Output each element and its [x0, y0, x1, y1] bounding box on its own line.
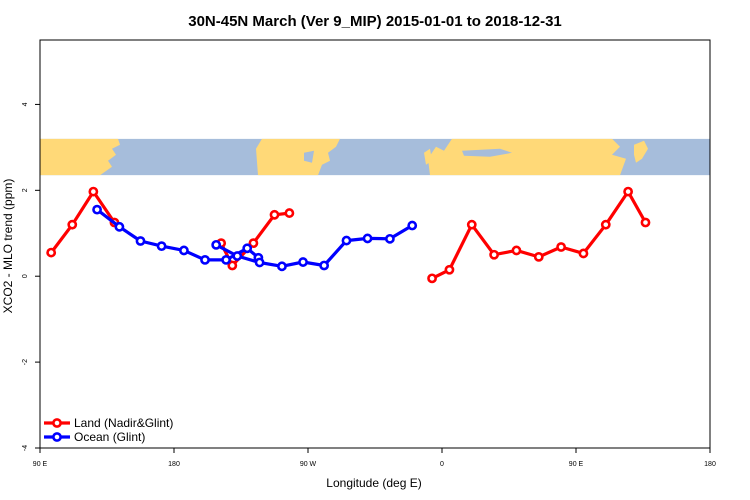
- series-land-point-2-5: [533, 251, 544, 262]
- map-land-4: [424, 148, 432, 165]
- series-land-point-2-4: [511, 245, 522, 256]
- series-ocean-point-0-7: [242, 243, 253, 254]
- map-land-0: [40, 138, 120, 176]
- series-ocean-point-1-5: [319, 260, 330, 271]
- series-land-point-2-6: [556, 242, 567, 252]
- series-ocean-point-1-9: [407, 220, 418, 231]
- legend-land-swatch-point: [52, 418, 62, 428]
- series-land-point-1-3: [269, 209, 280, 220]
- map-sea-gulf: [304, 150, 314, 163]
- series-land-point-2-10: [640, 217, 651, 228]
- x-tick-label-5: 180: [704, 461, 716, 468]
- series-land-point-1-4: [284, 208, 295, 218]
- legend-ocean-swatch-point: [52, 432, 62, 442]
- series-land-point-2-2: [466, 219, 477, 230]
- series-land-point-2-8: [600, 219, 611, 230]
- y-tick-label-4: 4: [22, 102, 29, 106]
- series-land-point-0-1: [67, 219, 78, 230]
- series-ocean-point-0-2: [135, 236, 146, 246]
- chart-title: 30N-45N March (Ver 9_MIP) 2015-01-01 to …: [188, 13, 562, 30]
- x-tick-label-1: 180: [168, 461, 180, 468]
- series-layer: [46, 186, 651, 284]
- x-tick-label-0: 90 E: [33, 461, 48, 468]
- series-ocean-point-0-1: [114, 221, 125, 232]
- legend-land-label: Land (Nadir&Glint): [74, 416, 173, 430]
- series-ocean-point-0-3: [156, 241, 167, 252]
- series-ocean-point-1-1: [232, 251, 243, 261]
- y-axis: -4 -2 0 2 4: [22, 102, 40, 451]
- series-land-point-1-2: [248, 238, 259, 249]
- legend: Land (Nadir&Glint)Ocean (Glint): [44, 416, 173, 444]
- series-land-point-2-9: [623, 186, 634, 197]
- series-ocean-point-0-5: [200, 254, 210, 265]
- series-land-point-1-1: [227, 260, 238, 271]
- world-map-strip: [40, 138, 710, 176]
- series-ocean-line-1: [215, 224, 414, 268]
- series-ocean-point-1-2: [254, 257, 265, 268]
- y-tick-label-3: 2: [22, 188, 29, 192]
- plot-frame: [39, 39, 711, 449]
- y-tick-label-1: -2: [22, 359, 29, 365]
- series-land-line-2: [431, 190, 647, 280]
- series-ocean-point-1-3: [277, 261, 287, 272]
- x-tick-label-4: 90 E: [569, 461, 584, 468]
- map-land-2: [428, 138, 626, 176]
- map-sea-mediterranean: [462, 148, 512, 157]
- map-land-1: [256, 138, 340, 176]
- series-land-point-2-3: [489, 249, 500, 260]
- series-ocean-point-1-7: [362, 233, 373, 244]
- series-ocean-point-1-8: [384, 233, 395, 244]
- series-ocean-point-0-4: [179, 245, 189, 256]
- series-land-point-0-0: [46, 247, 57, 258]
- map-land-3: [634, 140, 648, 163]
- series-land-line-0: [49, 190, 116, 254]
- series-ocean-point-1-4: [298, 257, 308, 267]
- x-axis: 90 E 180 90 W 0 90 E 180: [33, 448, 716, 468]
- x-axis-label: Longitude (deg E): [326, 476, 421, 490]
- x-tick-label-2: 90 W: [300, 461, 317, 468]
- series-land-point-2-7: [578, 248, 589, 259]
- series-land-point-2-0: [427, 273, 437, 284]
- x-tick-label-3: 0: [440, 461, 444, 468]
- series-ocean-point-1-6: [341, 235, 352, 246]
- series-ocean-point-1-0: [211, 239, 222, 250]
- y-tick-label-0: -4: [22, 445, 29, 451]
- series-ocean-point-0-6: [221, 254, 232, 265]
- y-axis-label: XCO2 - MLO trend (ppm): [1, 179, 15, 314]
- legend-ocean-label: Ocean (Glint): [74, 430, 145, 444]
- series-land-point-2-1: [444, 264, 455, 275]
- series-land-point-0-2: [88, 186, 99, 197]
- series-ocean-point-0-0: [92, 204, 102, 215]
- y-tick-label-2: 0: [22, 274, 29, 278]
